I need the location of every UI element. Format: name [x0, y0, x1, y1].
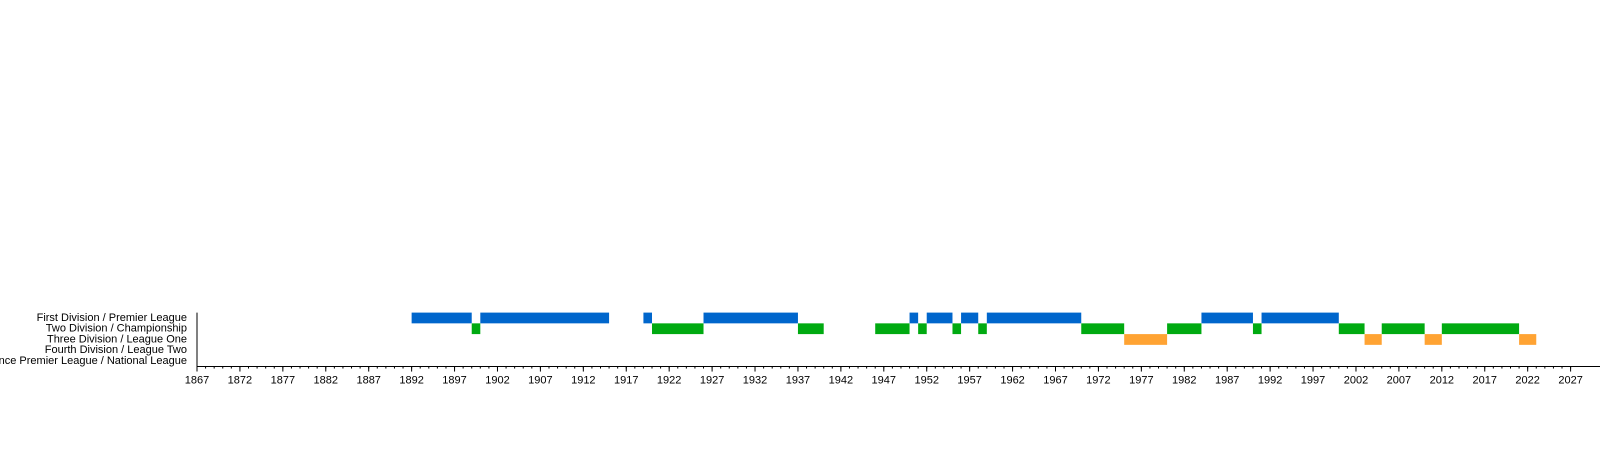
period-bar — [1364, 334, 1382, 345]
x-tick-label: 1907 — [528, 374, 552, 386]
period-bar — [1252, 323, 1262, 335]
period-bar — [909, 312, 919, 324]
x-tick-label: 1882 — [314, 374, 338, 386]
x-tick-label: 2027 — [1558, 374, 1582, 386]
period-bar — [480, 312, 610, 324]
x-tick-label: 1902 — [485, 374, 509, 386]
period-bar — [703, 312, 798, 324]
x-tick-label: 1992 — [1258, 374, 1282, 386]
period-bar — [952, 323, 962, 335]
x-tick-label: 1932 — [743, 374, 767, 386]
period-bar — [918, 323, 927, 335]
x-tick-label: 2022 — [1515, 374, 1539, 386]
period-bar — [1338, 323, 1365, 335]
x-tick-label: 1997 — [1301, 374, 1325, 386]
period-bar — [411, 312, 472, 324]
period-bar — [926, 312, 953, 324]
period-bar — [643, 312, 653, 324]
period-bar — [1441, 323, 1520, 335]
x-tick-label: 1922 — [657, 374, 681, 386]
x-tick-label: 1987 — [1215, 374, 1239, 386]
period-bar — [652, 323, 704, 335]
row-label: Aliance Premier League / National League — [0, 355, 187, 367]
x-tick-label: 1877 — [271, 374, 295, 386]
x-tick-label: 1982 — [1172, 374, 1196, 386]
period-bar — [1381, 323, 1425, 335]
period-bar — [1519, 334, 1537, 345]
x-tick-label: 2017 — [1473, 374, 1497, 386]
x-tick-label: 1962 — [1000, 374, 1024, 386]
x-tick-label: 1917 — [614, 374, 638, 386]
period-bar — [961, 312, 979, 324]
period-bar — [978, 323, 987, 335]
period-bar — [875, 323, 910, 335]
row-label: Fourth Division / League Two — [45, 344, 187, 356]
x-tick-label: 1937 — [786, 374, 810, 386]
x-tick-label: 1867 — [185, 374, 209, 386]
x-tick-label: 1952 — [914, 374, 938, 386]
x-tick-label: 1927 — [700, 374, 724, 386]
row-label: Three Division / League One — [47, 333, 187, 345]
x-tick-label: 1942 — [829, 374, 853, 386]
x-tick-label: 1912 — [571, 374, 595, 386]
period-bar — [1261, 312, 1339, 324]
x-tick-label: 1887 — [356, 374, 380, 386]
x-tick-label: 1947 — [872, 374, 896, 386]
period-bar — [1167, 323, 1202, 335]
row-label: First Division / Premier League — [37, 312, 187, 324]
period-bar — [1424, 334, 1442, 345]
period-bar — [1124, 334, 1168, 345]
x-tick-label: 1977 — [1129, 374, 1153, 386]
x-tick-label: 2007 — [1387, 374, 1411, 386]
x-tick-label: 1972 — [1086, 374, 1110, 386]
x-tick-label: 1957 — [957, 374, 981, 386]
x-tick-label: 2012 — [1430, 374, 1454, 386]
period-bar — [471, 323, 481, 335]
x-tick-label: 1892 — [399, 374, 423, 386]
row-label: Two Division / Championship — [46, 323, 187, 335]
x-tick-label: 1967 — [1043, 374, 1067, 386]
period-bar — [986, 312, 1082, 324]
period-bar — [1081, 323, 1125, 335]
x-tick-label: 2002 — [1344, 374, 1368, 386]
period-bar — [1201, 312, 1253, 324]
x-tick-label: 1897 — [442, 374, 466, 386]
x-tick-label: 1872 — [228, 374, 252, 386]
period-bar — [797, 323, 824, 335]
